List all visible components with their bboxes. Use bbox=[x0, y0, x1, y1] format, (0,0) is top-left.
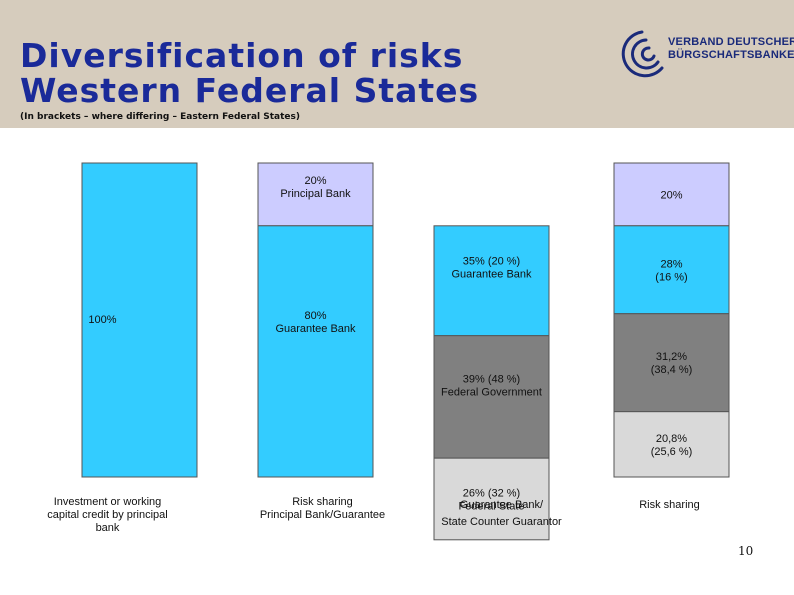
slide-subtitle: (In brackets – where differing – Eastern… bbox=[20, 112, 300, 122]
data-label-2-2: 80% Guarantee Bank bbox=[275, 310, 356, 335]
data-label-3-1: 35% (20 %) Guarantee Bank bbox=[451, 255, 532, 280]
data-label-3-2: 39% (48 %) Federal Government bbox=[441, 373, 542, 398]
bar-segment-2-2 bbox=[257, 225, 374, 478]
bar-segment-3-1 bbox=[433, 225, 550, 337]
bar-segment-4-2 bbox=[613, 225, 730, 315]
bar-segment-1-1 bbox=[81, 162, 198, 478]
data-label-4-4: 20,8% (25,6 %) bbox=[651, 433, 693, 458]
logo-text: VERBAND DEUTSCHER BÜRGSCHAFTSBANKEN bbox=[668, 36, 794, 62]
bar-segment-4-1 bbox=[613, 162, 730, 227]
data-label-3-3: 26% (32 %) Federal State bbox=[458, 487, 524, 512]
data-label-4-2: 28% (16 %) bbox=[655, 258, 687, 283]
data-label-4-3: 31,2% (38,4 %) bbox=[651, 351, 693, 376]
bar-segment-3-3 bbox=[433, 457, 550, 541]
logo-line-1: VERBAND DEUTSCHER bbox=[668, 36, 794, 48]
page-number: 10 bbox=[738, 544, 754, 558]
bar-segment-2-1 bbox=[257, 162, 374, 227]
category-label-1: Investment or working capital credit by p… bbox=[47, 496, 167, 534]
data-label-4-1: 20% bbox=[660, 189, 682, 201]
slide-title: Diversification of risks Western Federal… bbox=[20, 38, 479, 108]
title-line-1: Diversification of risks bbox=[20, 36, 464, 75]
bar-segment-4-4 bbox=[613, 411, 730, 478]
category-label-2: Risk sharing Principal Bank/Guarantee bbox=[260, 496, 385, 521]
bar-segment-4-3 bbox=[613, 313, 730, 413]
bar-segment-3-2 bbox=[433, 335, 550, 459]
category-label-4: Risk sharing bbox=[639, 499, 700, 511]
title-line-2: Western Federal States bbox=[20, 71, 480, 110]
category-label-3: Guarantee Bank/State Counter Guarantor bbox=[441, 499, 562, 528]
data-label-1-1: 100% bbox=[88, 314, 116, 326]
slide-header bbox=[0, 0, 794, 128]
logo-line-2: BÜRGSCHAFTSBANKEN bbox=[668, 49, 794, 61]
vdb-logo-icon bbox=[621, 30, 664, 78]
data-label-2-1: 20% Principal Bank bbox=[280, 175, 351, 200]
